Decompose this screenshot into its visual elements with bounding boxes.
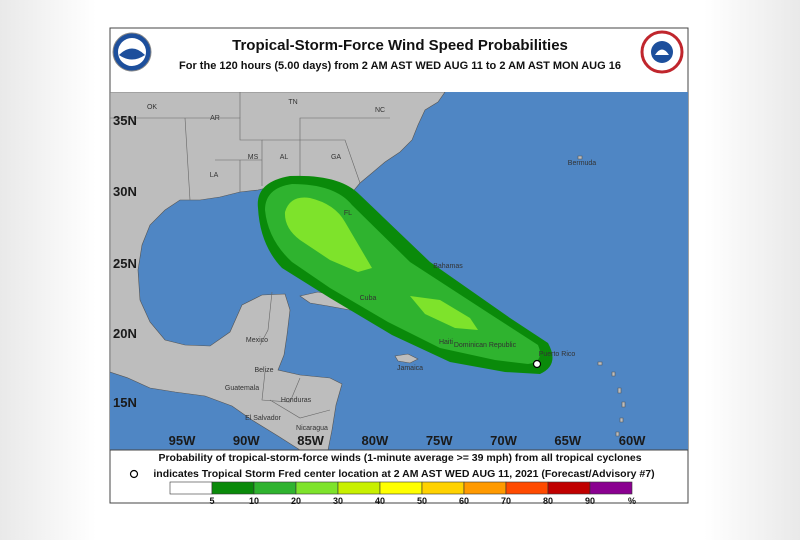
place-label: AL — [280, 154, 289, 161]
place-label: Honduras — [281, 397, 312, 404]
lat-label: 20N — [113, 326, 137, 341]
axis-labels: 35N 30N 25N 20N 15N 95W 90W 85W 80W 75W 70W 65W 60W — [113, 113, 646, 448]
lon-label: 60W — [619, 433, 646, 448]
lon-label: 90W — [233, 433, 260, 448]
legend-label: 40 — [375, 496, 385, 506]
legend-swatch — [505, 481, 549, 495]
legend-label: 60 — [459, 496, 469, 506]
legend-label: 20 — [291, 496, 301, 506]
legend-swatch — [211, 481, 255, 495]
footer-line-1: Probability of tropical-storm-force wind… — [158, 452, 641, 464]
borders — [110, 92, 390, 419]
lat-label: 15N — [113, 395, 137, 410]
place-label: Guatemala — [225, 385, 259, 392]
legend-swatch — [547, 481, 591, 495]
lon-label: 80W — [362, 433, 389, 448]
legend-swatch — [463, 481, 507, 495]
place-label: LA — [210, 172, 219, 179]
map: OK AR TN NC MS AL GA LA FL Bermuda Bahamas Cuba Mexi… — [110, 92, 688, 450]
place-labels: OK AR TN NC MS AL GA LA FL Bermuda Bahamas Cuba Mexi… — [147, 99, 596, 432]
legend-label: 30 — [333, 496, 343, 506]
lon-label: 65W — [554, 433, 581, 448]
legend-swatch — [379, 481, 423, 495]
lat-label: 30N — [113, 184, 137, 199]
place-label: TN — [288, 99, 297, 106]
probability-cone — [257, 175, 553, 374]
subtitle: For the 120 hours (5.00 days) from 2 AM … — [179, 60, 621, 72]
place-label: AR — [210, 115, 220, 122]
legend-label: 10 — [249, 496, 259, 506]
lat-label: 25N — [113, 256, 137, 271]
place-label: Jamaica — [397, 365, 423, 372]
place-label: Mexico — [246, 337, 268, 344]
legend-swatch — [421, 481, 465, 495]
place-label: NC — [375, 107, 385, 114]
place-label: MS — [248, 154, 259, 161]
place-label: Bermuda — [568, 160, 597, 167]
legend-label: 90 — [585, 496, 595, 506]
place-label: FL — [344, 210, 352, 217]
legend-label: 50 — [417, 496, 427, 506]
place-label: GA — [331, 154, 341, 161]
place-label: Cuba — [360, 295, 377, 302]
lon-label: 95W — [169, 433, 196, 448]
place-label: Belize — [254, 367, 273, 374]
storm-symbol — [129, 469, 139, 479]
legend-swatch — [169, 481, 213, 495]
title: Tropical-Storm-Force Wind Speed Probabil… — [232, 37, 568, 54]
legend-swatch — [589, 481, 633, 495]
lon-label: 75W — [426, 433, 453, 448]
legend-label: % — [628, 496, 636, 506]
legend-swatch — [295, 481, 339, 495]
noaa-logo — [112, 32, 152, 72]
legend-label: 5 — [209, 496, 214, 506]
place-label: OK — [147, 104, 157, 111]
place-label: Bahamas — [433, 263, 463, 270]
lat-label: 35N — [113, 113, 137, 128]
place-label: Haiti — [439, 339, 453, 346]
footer-line-2: indicates Tropical Storm Fred center loc… — [153, 468, 654, 480]
place-label: Nicaragua — [296, 425, 328, 432]
legend-label: 70 — [501, 496, 511, 506]
lon-label: 85W — [297, 433, 324, 448]
legend-swatch — [253, 481, 297, 495]
storm-center — [532, 359, 542, 369]
lon-label: 70W — [490, 433, 517, 448]
legend: 5 10 20 30 40 50 60 70 80 90% — [169, 481, 636, 506]
legend-label: 80 — [543, 496, 553, 506]
place-label: El Salvador — [245, 415, 281, 422]
place-label: Dominican Republic — [454, 342, 517, 349]
nws-logo — [640, 30, 684, 74]
place-label: Puerto Rico — [539, 351, 576, 358]
legend-swatch — [337, 481, 381, 495]
